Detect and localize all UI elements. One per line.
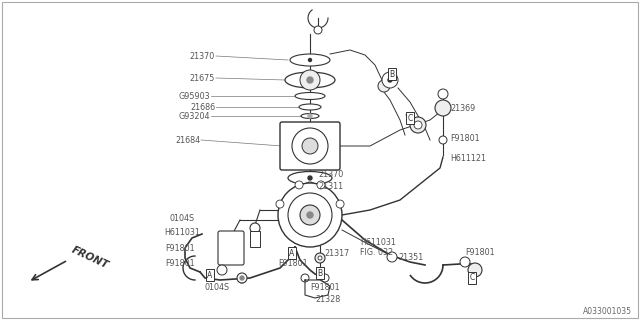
- Circle shape: [217, 265, 227, 275]
- Circle shape: [308, 59, 312, 61]
- Circle shape: [439, 136, 447, 144]
- Text: A: A: [207, 270, 212, 279]
- Circle shape: [295, 181, 303, 189]
- Circle shape: [300, 205, 320, 225]
- Text: F91801: F91801: [278, 260, 308, 268]
- Text: FIG. 032: FIG. 032: [360, 247, 393, 257]
- Text: F91801: F91801: [310, 284, 340, 292]
- Circle shape: [318, 256, 322, 260]
- Circle shape: [414, 121, 422, 129]
- Circle shape: [308, 114, 312, 118]
- Text: F91801: F91801: [450, 133, 479, 142]
- Circle shape: [388, 78, 392, 82]
- Ellipse shape: [301, 114, 319, 118]
- Ellipse shape: [299, 104, 321, 110]
- Circle shape: [468, 263, 482, 277]
- Text: H611031: H611031: [360, 237, 396, 246]
- Circle shape: [237, 273, 247, 283]
- Circle shape: [239, 277, 245, 283]
- Text: H611031: H611031: [164, 228, 200, 236]
- Ellipse shape: [288, 172, 332, 185]
- Circle shape: [308, 176, 312, 180]
- Text: C: C: [469, 274, 475, 283]
- Circle shape: [317, 181, 325, 189]
- Text: 0104S: 0104S: [170, 213, 195, 222]
- FancyBboxPatch shape: [280, 122, 340, 170]
- Circle shape: [292, 128, 328, 164]
- Text: 21675: 21675: [189, 74, 215, 83]
- Circle shape: [278, 183, 342, 247]
- Text: 21369: 21369: [450, 103, 476, 113]
- Ellipse shape: [290, 54, 330, 66]
- Circle shape: [307, 212, 313, 218]
- Text: FRONT: FRONT: [70, 245, 110, 271]
- Text: F91801: F91801: [465, 247, 495, 257]
- Circle shape: [240, 276, 244, 280]
- Circle shape: [382, 72, 398, 88]
- Text: 21311: 21311: [318, 181, 343, 190]
- Text: 21686: 21686: [190, 102, 215, 111]
- Text: 21328: 21328: [315, 295, 340, 305]
- Text: 21370: 21370: [318, 170, 343, 179]
- Text: F91801: F91801: [165, 260, 195, 268]
- Circle shape: [300, 70, 320, 90]
- Circle shape: [276, 200, 284, 208]
- Text: H611121: H611121: [450, 154, 486, 163]
- Circle shape: [302, 138, 318, 154]
- Text: G95903: G95903: [179, 92, 210, 100]
- Circle shape: [304, 182, 316, 194]
- Circle shape: [460, 257, 470, 267]
- Circle shape: [435, 100, 451, 116]
- Text: G93204: G93204: [179, 111, 210, 121]
- Text: A: A: [289, 249, 294, 258]
- Circle shape: [288, 193, 332, 237]
- Circle shape: [336, 200, 344, 208]
- FancyBboxPatch shape: [218, 231, 244, 265]
- Text: 21351: 21351: [398, 253, 423, 262]
- Circle shape: [438, 89, 448, 99]
- Text: C: C: [408, 114, 413, 123]
- Text: 21317: 21317: [324, 249, 349, 258]
- Circle shape: [301, 274, 309, 282]
- Circle shape: [250, 223, 260, 233]
- Text: A033001035: A033001035: [583, 307, 632, 316]
- Circle shape: [378, 80, 390, 92]
- Bar: [250, 231, 260, 247]
- Circle shape: [314, 26, 322, 34]
- Ellipse shape: [285, 72, 335, 88]
- Circle shape: [321, 274, 329, 282]
- Circle shape: [307, 77, 313, 83]
- Text: 21370: 21370: [189, 52, 215, 60]
- Text: 21684: 21684: [175, 135, 200, 145]
- Circle shape: [387, 252, 397, 262]
- Ellipse shape: [295, 92, 325, 100]
- Text: F91801: F91801: [165, 244, 195, 252]
- Circle shape: [315, 253, 325, 263]
- Circle shape: [410, 117, 426, 133]
- Text: 0104S: 0104S: [205, 284, 230, 292]
- Text: B: B: [389, 69, 395, 78]
- Text: B: B: [317, 268, 323, 277]
